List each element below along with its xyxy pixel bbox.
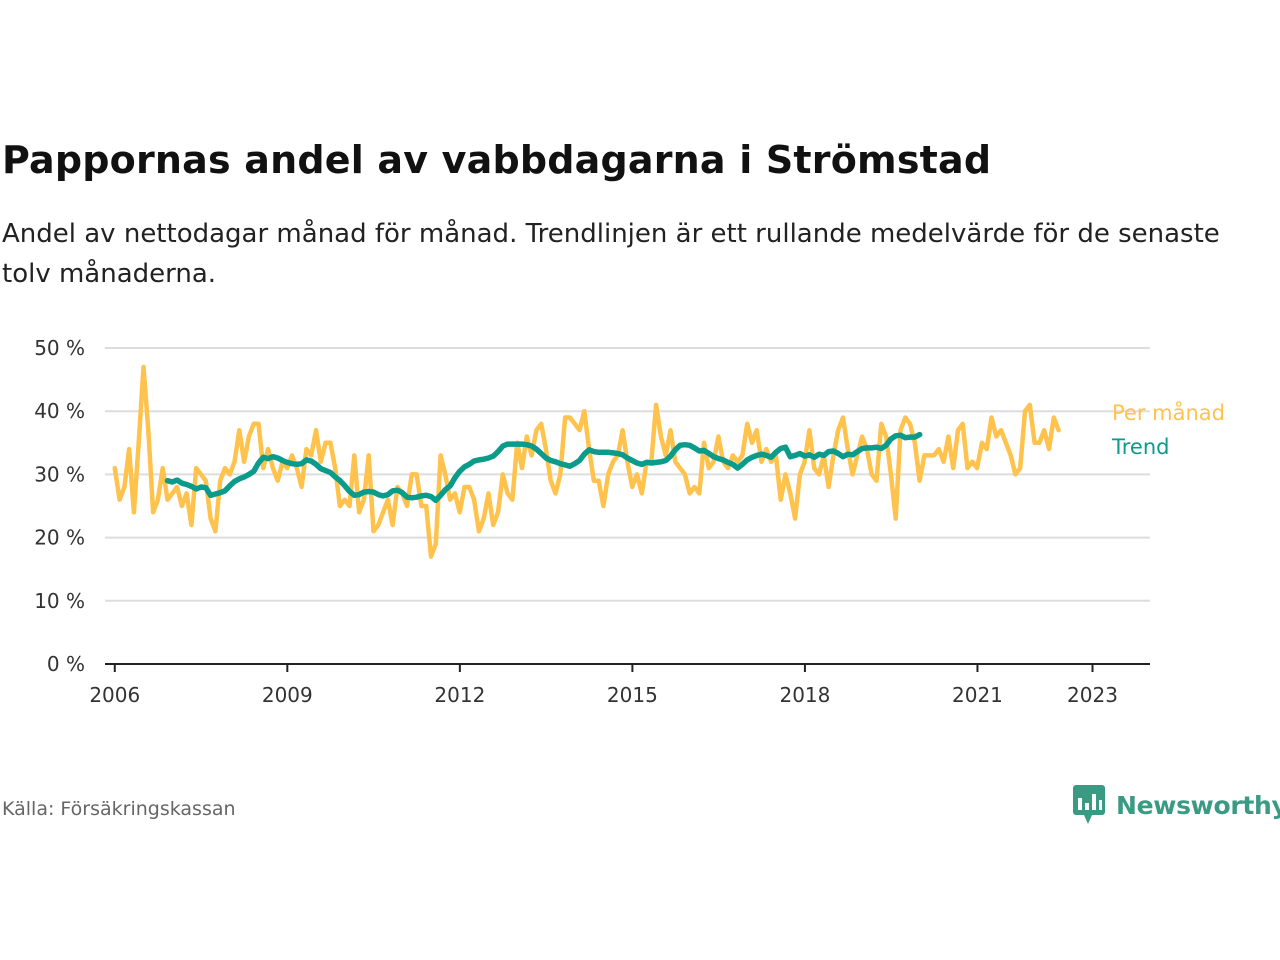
series-lines bbox=[112, 364, 1061, 559]
newsworthy-logo-text: Newsworthy bbox=[1116, 790, 1280, 820]
y-tick-label: 50 % bbox=[34, 336, 85, 360]
y-tick-label: 0 % bbox=[47, 652, 85, 676]
x-tick-label: 2006 bbox=[89, 683, 140, 707]
y-tick-label: 10 % bbox=[34, 589, 85, 613]
grid-lines bbox=[105, 347, 1150, 602]
y-tick-label: 40 % bbox=[34, 399, 85, 423]
x-tick-label: 2012 bbox=[434, 683, 485, 707]
y-axis-ticks: 0 % 10 % 20 % 30 % 40 % 50 % bbox=[34, 336, 85, 676]
newsworthy-logo: Newsworthy bbox=[1072, 784, 1280, 826]
x-tick-label: 2018 bbox=[779, 683, 830, 707]
x-tick-label: 2009 bbox=[262, 683, 313, 707]
chart-subtitle: Andel av nettodagar månad för månad. Tre… bbox=[2, 219, 1220, 289]
line-chart: 0 % 10 % 20 % 30 % 40 % 50 % 2006 2009 2012 2015… bbox=[34, 336, 1225, 707]
newsworthy-logo-icon bbox=[1073, 785, 1105, 824]
source-note: Källa: Försäkringskassan bbox=[2, 798, 236, 820]
series-line-trend bbox=[164, 431, 923, 504]
x-axis-ticks: 2006 2009 2012 2015 2018 2021 2023 bbox=[89, 664, 1118, 707]
y-tick-label: 20 % bbox=[34, 526, 85, 550]
y-tick-label: 30 % bbox=[34, 462, 85, 486]
series-label-trend: Trend bbox=[1111, 435, 1169, 459]
x-tick-label: 2015 bbox=[607, 683, 658, 707]
x-tick-label: 2021 bbox=[952, 683, 1003, 707]
x-tick-label: 2023 bbox=[1067, 683, 1118, 707]
chart-title: Pappornas andel av vabbdagarna i Strömst… bbox=[2, 138, 992, 182]
series-label-per-manad: Per månad bbox=[1112, 400, 1225, 425]
series-line-per-manad bbox=[112, 364, 1061, 559]
